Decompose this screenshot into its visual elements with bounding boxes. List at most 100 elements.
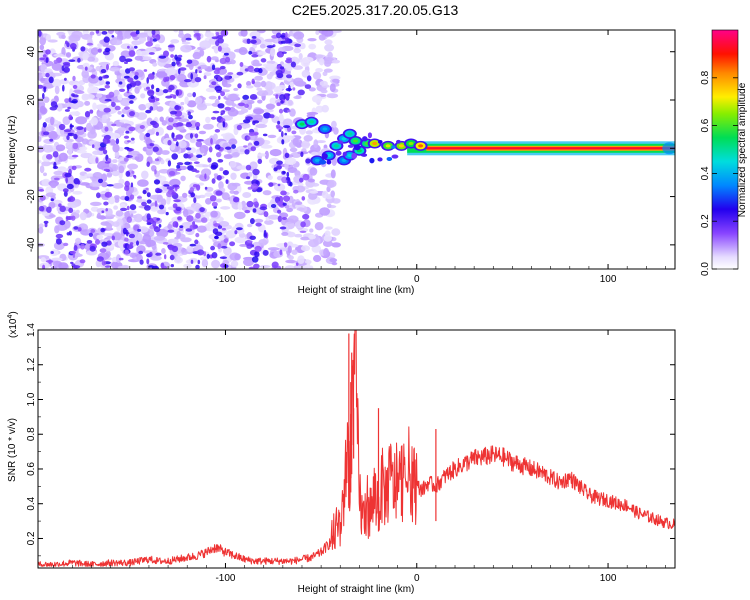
noise-blob-strong [170,54,175,58]
noise-blob [215,198,222,203]
noise-blob [264,150,269,160]
noise-blob-strong [284,152,290,158]
noise-blob [308,239,319,248]
noise-blob-strong [98,147,105,151]
noise-blob-strong [148,52,155,55]
noise-blob-strong [155,97,160,102]
noise-blob [58,152,68,162]
noise-blob-strong [220,91,226,97]
noise-blob [240,108,249,114]
noise-blob [315,68,323,73]
noise-blob [233,87,239,91]
noise-blob [95,93,103,98]
noise-blob-strong [124,237,129,242]
noise-blob-strong [234,230,238,235]
noise-blob-strong [99,248,107,253]
noise-blob-strong [42,92,45,100]
noise-blob-strong [111,123,117,127]
noise-blob-strong [155,34,161,41]
noise-blob-strong [300,151,304,158]
noise-blob [112,143,120,153]
noise-blob-strong [146,192,151,198]
noise-blob-strong [84,66,88,71]
noise-blob-strong [237,83,242,89]
noise-blob-strong [216,175,222,181]
noise-blob [296,207,305,211]
snr-x-tick-label: 0 [414,573,420,584]
noise-blob [284,157,297,165]
noise-blob-strong [219,256,227,260]
noise-blob [120,203,126,209]
noise-blob-strong [154,169,157,175]
noise-blob-strong [146,213,151,221]
noise-blob [96,234,104,240]
noise-blob-strong [137,196,142,199]
noise-blob [308,192,318,200]
noise-blob-strong [53,59,58,64]
noise-blob [294,233,303,238]
noise-blob [63,220,71,229]
noise-blob [202,164,210,168]
noise-blob-strong [44,222,48,228]
colorbar-gradient [712,30,738,269]
noise-blob [43,144,48,149]
noise-blob [309,228,314,233]
noise-blob [39,105,47,115]
noise-blob-strong [207,157,212,163]
noise-blob [308,43,317,50]
noise-blob-strong [69,250,76,255]
noise-blob-strong [282,171,286,174]
colorbar-label: Normalized spectral amplitude [737,82,748,217]
noise-blob [229,59,236,65]
noise-blob [236,165,249,170]
noise-blob [75,116,87,125]
noise-blob-strong [86,42,94,46]
noise-blob [264,38,276,43]
noise-blob-strong [279,249,283,256]
noise-blob [156,106,164,112]
signal-blob-peak [341,137,347,141]
noise-blob-strong [38,30,42,37]
noise-blob [315,140,326,144]
noise-blob-strong [224,106,231,111]
noise-blob-strong [250,39,257,44]
noise-blob [319,80,328,87]
noise-blob-strong [45,260,54,263]
noise-blob-strong [146,161,150,167]
noise-blob [96,212,101,219]
noise-blob-strong [70,100,77,104]
noise-blob-strong [104,265,111,268]
noise-blob [87,56,96,62]
noise-blob [128,185,135,194]
noise-blob [274,183,286,192]
noise-blob-strong [98,88,106,91]
noise-blob [311,182,320,187]
noise-blob [178,140,187,149]
noise-blob-strong [248,266,255,269]
noise-blob-strong [124,146,130,150]
noise-blob [38,51,45,59]
noise-blob-strong [151,30,156,35]
signal-blob-peak [333,144,339,148]
noise-blob [265,64,275,72]
noise-blob [49,214,56,218]
noise-blob [256,90,269,97]
noise-blob-strong [45,57,49,64]
noise-blob [61,46,66,56]
noise-blob [211,259,221,269]
noise-blob-strong [58,203,62,208]
noise-blob-strong [223,238,229,244]
noise-blob-strong [250,218,255,225]
signal-speck [353,144,361,151]
noise-blob-strong [246,244,253,249]
signal-track [294,116,428,166]
noise-blob [50,182,57,189]
noise-blob-strong [127,77,134,83]
noise-blob-strong [121,114,125,118]
noise-blob-strong [101,31,108,35]
noise-blob-strong [146,222,152,226]
noise-blob [257,99,263,104]
noise-blob-strong [185,37,192,41]
noise-blob [53,170,64,176]
